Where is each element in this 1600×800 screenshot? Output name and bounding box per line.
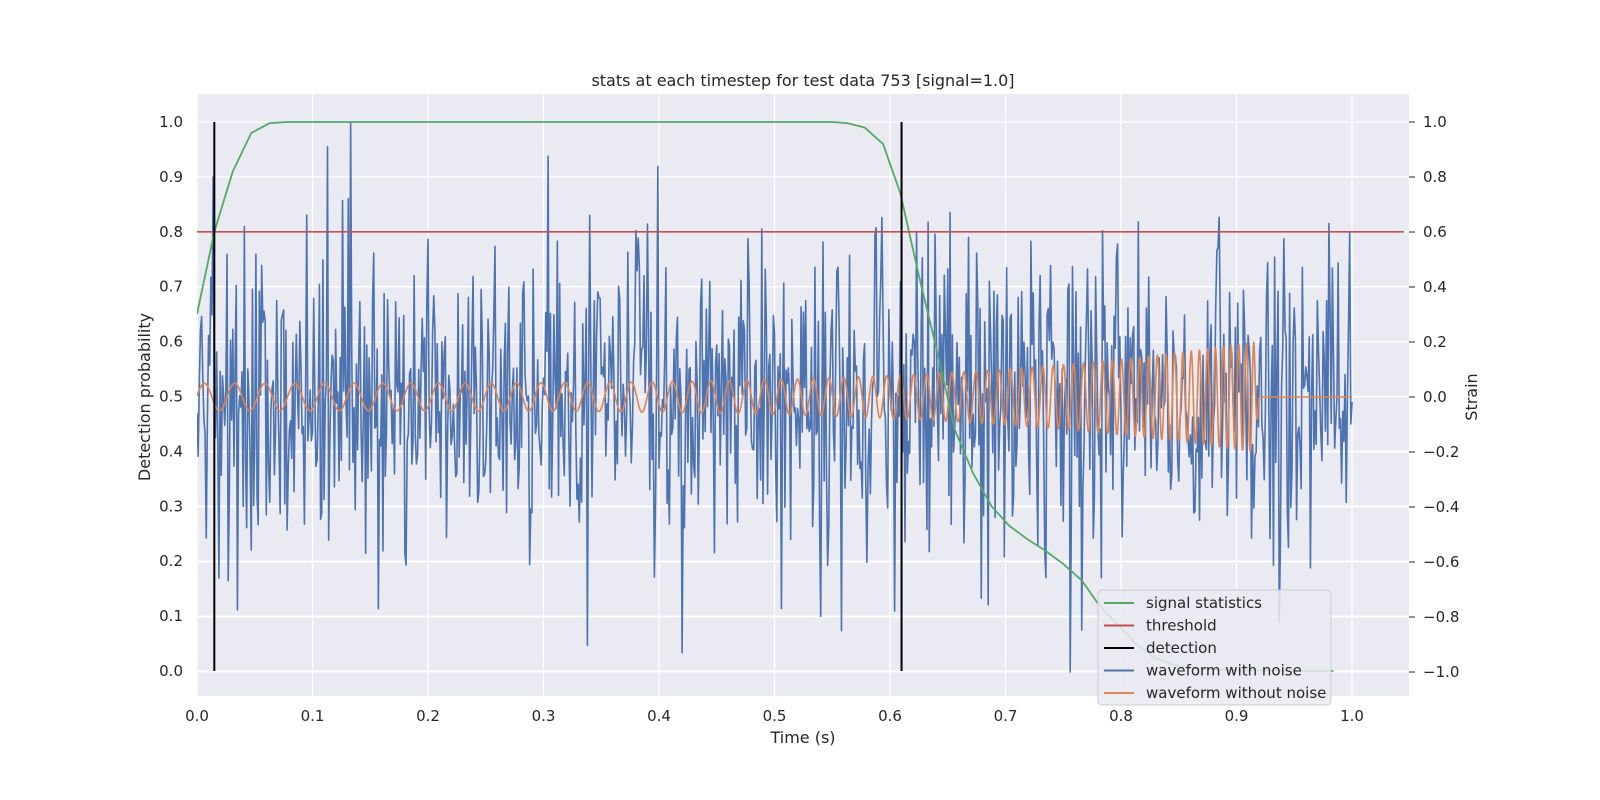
y-axis-right-label: Strain	[1462, 373, 1481, 420]
legend-label: waveform without noise	[1146, 684, 1326, 702]
y-tick-label: 0.9	[159, 168, 183, 186]
y-tick-label: 0.1	[159, 607, 183, 625]
legend-label: detection	[1146, 639, 1217, 657]
y-right-tick-label: 0.8	[1423, 168, 1447, 186]
x-tick-label: 0.5	[763, 707, 787, 725]
waveform-without-noise-line	[197, 341, 1353, 453]
y-tick-label: 0.0	[159, 662, 183, 680]
x-tick-label: 0.0	[185, 707, 209, 725]
y-right-tick-label: 0.4	[1423, 278, 1447, 296]
y-tick-label: 0.4	[159, 442, 183, 460]
y-right-tick-label: 1.0	[1423, 113, 1447, 131]
y-right-tick-label: −1.0	[1423, 663, 1459, 681]
chart-title: stats at each timestep for test data 753…	[591, 71, 1014, 90]
y-tick-label: 0.8	[159, 223, 183, 241]
y-right-tick-label: 0.2	[1423, 333, 1447, 351]
legend: signal statistics threshold detection wavef…	[1097, 589, 1332, 706]
legend-box	[1097, 589, 1332, 706]
y-tick-label: 0.7	[159, 278, 183, 296]
x-tick-label: 0.3	[532, 707, 556, 725]
y-right-tick-label: −0.8	[1423, 608, 1459, 626]
y-tick-label: 0.6	[159, 333, 183, 351]
x-tick-label: 0.4	[647, 707, 671, 725]
axes: 0.0 0.1 0.2 0.3 0.4 0.5 0.6 0.7 0.8 0.9 1.0 0.0 0.1 0…	[159, 113, 1459, 725]
x-axis-label: Time (s)	[769, 728, 835, 747]
y-right-tick-label: −0.4	[1423, 498, 1459, 516]
y-tick-label: 0.5	[159, 388, 183, 406]
y-tick-label: 1.0	[159, 113, 183, 131]
x-tick-label: 1.0	[1340, 707, 1364, 725]
legend-label: signal statistics	[1146, 594, 1262, 612]
y-right-tick-label: −0.2	[1423, 443, 1459, 461]
y-tick-label: 0.2	[159, 552, 183, 570]
x-tick-label: 0.6	[878, 707, 902, 725]
y-right-tick-label: 0.6	[1423, 223, 1447, 241]
y-axis-label: Detection probability	[135, 313, 154, 481]
x-tick-label: 0.7	[994, 707, 1018, 725]
x-tick-label: 0.1	[301, 707, 325, 725]
x-tick-label: 0.2	[416, 707, 440, 725]
y-right-tick-label: −0.6	[1423, 553, 1459, 571]
legend-label: waveform with noise	[1146, 662, 1302, 680]
legend-label: threshold	[1146, 617, 1217, 635]
x-tick-label: 0.9	[1225, 707, 1249, 725]
x-tick-label: 0.8	[1109, 707, 1133, 725]
y-tick-label: 0.3	[159, 497, 183, 515]
y-right-tick-label: 0.0	[1423, 388, 1447, 406]
